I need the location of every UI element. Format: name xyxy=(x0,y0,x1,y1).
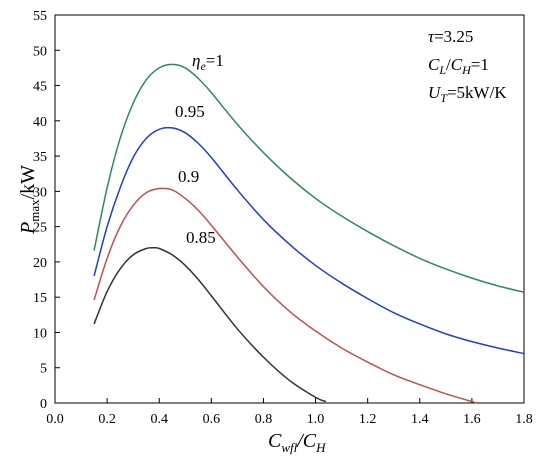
plot-frame xyxy=(54,14,525,404)
y-tick-label: 40 xyxy=(33,115,47,130)
y-tick-label: 30 xyxy=(33,185,47,200)
series-line-0 xyxy=(93,63,525,293)
annotation-tau: τ=3.25 xyxy=(428,27,473,46)
series-line-3 xyxy=(93,246,327,403)
y-tick-label: 35 xyxy=(33,150,47,165)
y-tick-label: 15 xyxy=(33,291,47,306)
curve-label-eta1: ηe=1 xyxy=(192,51,224,73)
curve-label-095: 0.95 xyxy=(175,102,205,121)
y-tick-label: 0 xyxy=(40,397,47,412)
y-tick-label: 5 xyxy=(40,362,47,377)
curve-label-09: 0.9 xyxy=(178,167,199,186)
x-tick-label: 0.8 xyxy=(255,412,273,427)
x-tick-label: 0.6 xyxy=(203,412,221,427)
x-tick-label: 1.4 xyxy=(411,412,429,427)
annotation-ut: UT=5kW/K xyxy=(428,83,507,105)
y-tick-label: 20 xyxy=(33,256,47,271)
y-tick-label: 50 xyxy=(33,44,47,59)
x-tick-label: 0.2 xyxy=(98,412,116,427)
series-group xyxy=(93,63,525,404)
x-axis-label: Cwfl/CH xyxy=(268,430,326,455)
y-tick-label: 25 xyxy=(33,221,47,236)
x-tick-label: 0.0 xyxy=(46,412,64,427)
x-tick-label: 1.8 xyxy=(515,412,533,427)
y-axis-label: Pmax/kW xyxy=(17,165,42,235)
y-tick-label: 55 xyxy=(33,9,47,24)
y-tick-label: 10 xyxy=(33,326,47,341)
x-tick-label: 1.6 xyxy=(463,412,481,427)
x-tick-label: 0.4 xyxy=(150,412,168,427)
y-axis-ticks: 0 5 10 15 20 25 30 35 40 45 50 55 xyxy=(33,9,60,412)
x-tick-label: 1.0 xyxy=(307,412,325,427)
series-line-1 xyxy=(93,126,525,355)
x-tick-label: 1.2 xyxy=(359,412,377,427)
x-axis-ticks: 0.0 0.2 0.4 0.6 0.8 1.0 1.2 1.4 1.6 1.8 xyxy=(46,398,533,427)
curve-label-085: 0.85 xyxy=(186,228,216,247)
series-line-2 xyxy=(93,187,478,404)
annotation-cl-ch: CL/CH=1 xyxy=(428,55,489,77)
y-tick-label: 45 xyxy=(33,80,47,95)
